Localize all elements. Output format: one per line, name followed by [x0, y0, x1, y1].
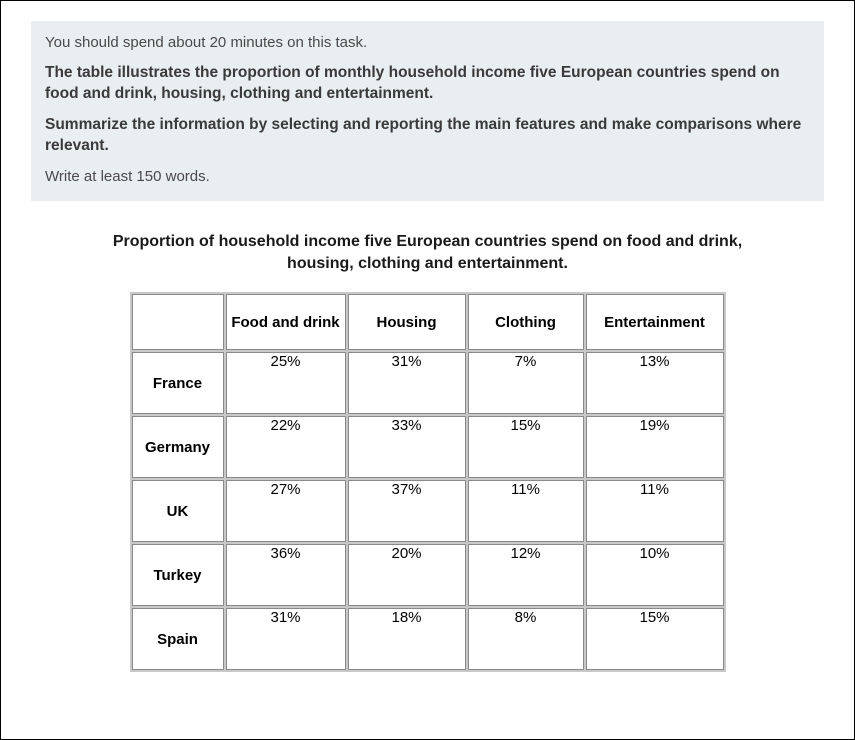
row-header: UK [132, 480, 224, 542]
task-instruction: Summarize the information by selecting a… [45, 115, 810, 157]
data-cell: 37% [348, 480, 466, 542]
data-cell: 27% [226, 480, 346, 542]
column-header: Housing [348, 294, 466, 350]
table-row: Germany 22% 33% 15% 19% [132, 416, 724, 478]
data-cell: 33% [348, 416, 466, 478]
corner-cell [132, 294, 224, 350]
data-cell: 19% [586, 416, 724, 478]
row-header: France [132, 352, 224, 414]
data-cell: 22% [226, 416, 346, 478]
table-title: Proportion of household income five Euro… [103, 231, 753, 274]
table-row: UK 27% 37% 11% 11% [132, 480, 724, 542]
data-cell: 31% [226, 608, 346, 670]
data-cell: 15% [468, 416, 584, 478]
column-header: Food and drink [226, 294, 346, 350]
data-cell: 13% [586, 352, 724, 414]
column-header: Clothing [468, 294, 584, 350]
column-header: Entertainment [586, 294, 724, 350]
table-row: France 25% 31% 7% 13% [132, 352, 724, 414]
time-note: You should spend about 20 minutes on thi… [45, 33, 810, 53]
data-cell: 12% [468, 544, 584, 606]
task-prompt-box: You should spend about 20 minutes on thi… [31, 21, 824, 201]
task-description: The table illustrates the proportion of … [45, 63, 810, 105]
data-cell: 25% [226, 352, 346, 414]
word-count-note: Write at least 150 words. [45, 167, 810, 187]
data-cell: 15% [586, 608, 724, 670]
data-cell: 20% [348, 544, 466, 606]
data-cell: 18% [348, 608, 466, 670]
data-cell: 36% [226, 544, 346, 606]
row-header: Turkey [132, 544, 224, 606]
data-cell: 8% [468, 608, 584, 670]
data-cell: 11% [468, 480, 584, 542]
data-cell: 31% [348, 352, 466, 414]
data-cell: 7% [468, 352, 584, 414]
data-cell: 10% [586, 544, 724, 606]
spending-table: Food and drink Housing Clothing Entertai… [130, 292, 726, 672]
row-header: Germany [132, 416, 224, 478]
table-header-row: Food and drink Housing Clothing Entertai… [132, 294, 724, 350]
table-row: Turkey 36% 20% 12% 10% [132, 544, 724, 606]
table-row: Spain 31% 18% 8% 15% [132, 608, 724, 670]
row-header: Spain [132, 608, 224, 670]
data-cell: 11% [586, 480, 724, 542]
